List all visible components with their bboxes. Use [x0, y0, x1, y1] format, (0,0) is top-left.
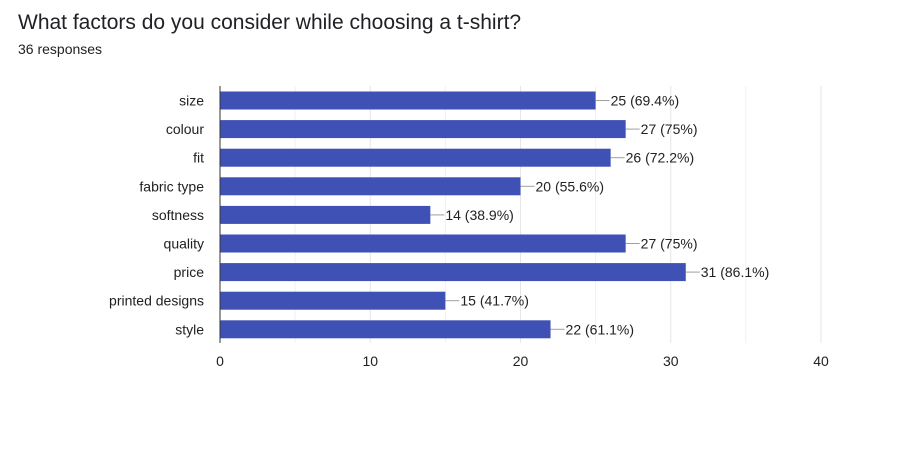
x-tick-label: 20: [513, 353, 529, 369]
bar: [220, 263, 686, 282]
x-tick-label: 30: [663, 353, 679, 369]
category-label: fit: [193, 150, 204, 166]
bar: [220, 320, 551, 339]
bars: [220, 91, 686, 339]
data-label: 20 (55.6%): [536, 178, 604, 194]
category-label: softness: [152, 207, 204, 223]
data-labels: 25 (69.4%) 27 (75%) 26 (72.2%) 20 (55.6%) 14…: [445, 93, 769, 338]
category-label: size: [179, 93, 204, 109]
category-label: style: [175, 321, 204, 337]
bar: [220, 91, 596, 110]
bar: [220, 291, 446, 310]
data-label: 26 (72.2%): [626, 150, 694, 166]
bar: [220, 234, 626, 253]
category-label: printed designs: [109, 293, 204, 309]
category-label: price: [174, 264, 205, 280]
response-count: 36 responses: [18, 41, 103, 57]
data-label: 27 (75%): [641, 121, 698, 137]
category-labels: size colour fit fabric type softness quality p…: [109, 93, 204, 338]
label-leaders: [430, 100, 700, 330]
data-label: 22 (61.1%): [566, 321, 634, 337]
question-title: What factors do you consider while choos…: [18, 11, 522, 34]
data-label: 25 (69.4%): [611, 93, 679, 109]
x-tick-label: 40: [813, 353, 829, 369]
data-label: 31 (86.1%): [701, 264, 769, 280]
x-tick-label: 0: [216, 353, 224, 369]
data-label: 14 (38.9%): [445, 207, 513, 223]
category-label: fabric type: [139, 178, 204, 194]
x-axis-ticks: 0 10 20 30 40: [216, 353, 829, 369]
data-label: 15 (41.7%): [460, 293, 528, 309]
bar: [220, 177, 521, 196]
category-label: quality: [164, 236, 204, 252]
bar: [220, 148, 611, 167]
bar: [220, 205, 431, 224]
category-label: colour: [166, 121, 204, 137]
data-label: 27 (75%): [641, 236, 698, 252]
bar: [220, 120, 626, 139]
x-tick-label: 10: [362, 353, 378, 369]
